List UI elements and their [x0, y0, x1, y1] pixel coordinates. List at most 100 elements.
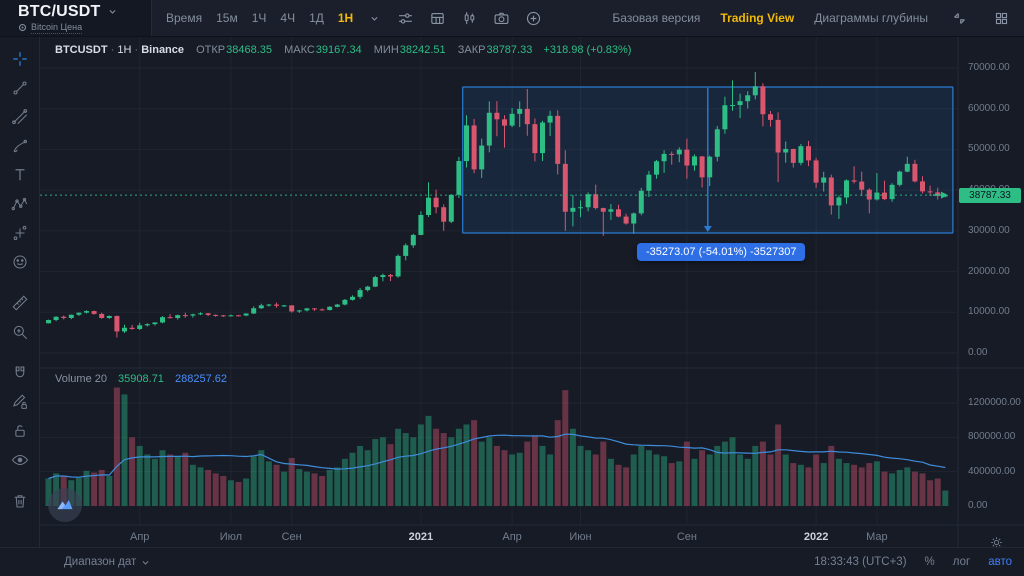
legend-exchange: Binance — [141, 44, 185, 56]
time-axis-label: 2022 — [803, 531, 829, 543]
interval-group: Время 15м 1Ч 4Ч 1Д 1Н — [166, 4, 381, 32]
toolbar-add-button[interactable] — [519, 4, 547, 32]
percent-scale-button[interactable]: % — [924, 556, 935, 568]
time-axis-label: Апр — [129, 531, 150, 543]
tool-trash-button[interactable] — [5, 486, 35, 515]
chart-tools-group — [391, 4, 547, 32]
price-axis-label: 70000.00 — [968, 62, 1010, 73]
interval-1w-button[interactable]: 1Н — [337, 11, 354, 25]
tool-crosshair-button[interactable] — [5, 44, 35, 73]
trading-view-link[interactable]: Trading View — [720, 11, 795, 25]
tool-lock-button[interactable] — [5, 416, 35, 445]
chevron-down-icon — [142, 560, 149, 565]
candles-group — [46, 72, 948, 338]
volume-axis-label: 0.00 — [968, 500, 988, 511]
legend-symbol: BTCUSDT — [55, 44, 108, 56]
price-axis-label: 60000.00 — [968, 102, 1010, 114]
layout-grid-button[interactable] — [990, 4, 1012, 32]
time-axis-label: Июл — [219, 531, 243, 543]
trendline-icon — [12, 80, 27, 95]
mountain-logo-icon — [57, 500, 73, 510]
symbol-subtitle-link[interactable]: Bitcoin Цена — [18, 22, 151, 34]
time-axis-label: Мар — [866, 531, 888, 543]
depth-chart-link[interactable]: Диаграммы глубины — [814, 11, 928, 25]
logo-watermark[interactable] — [48, 488, 82, 522]
volume-bars-group — [45, 387, 949, 506]
toolbar-candles-button[interactable] — [455, 4, 483, 32]
drawing-toolbar — [0, 36, 40, 548]
candles-icon — [464, 11, 474, 24]
price-axis-label: 30000.00 — [968, 224, 1010, 236]
interval-1d-button[interactable]: 1Д — [309, 11, 324, 25]
tool-eye-button[interactable] — [5, 445, 35, 474]
tool-magnet-button[interactable] — [5, 358, 35, 387]
legend-low: 38242.51 — [399, 44, 446, 56]
chevron-down-icon — [108, 7, 117, 16]
date-range-button[interactable]: Диапазон дат — [58, 555, 156, 569]
toolbar-sliders-button[interactable] — [391, 4, 419, 32]
volume-axis-label: 400000.00 — [968, 465, 1016, 477]
collapse-icon — [953, 12, 965, 24]
brush-icon — [13, 139, 27, 152]
tool-ruler-button[interactable] — [5, 288, 35, 317]
price-axis-label: 10000.00 — [968, 306, 1010, 318]
last-price-badge: 38787.33 — [959, 187, 1021, 203]
view-switcher-group: Базовая версия Trading View Диаграммы гл… — [612, 4, 1024, 32]
volume-ma-value: 288257.62 — [175, 373, 227, 385]
grid-icon — [995, 12, 1007, 24]
tool-fib-button[interactable] — [5, 102, 35, 131]
legend-open: 38468.35 — [226, 44, 272, 56]
date-range-label: Диапазон дат — [64, 556, 137, 568]
basic-version-link[interactable]: Базовая версия — [612, 11, 701, 25]
axis-settings-button[interactable] — [982, 528, 1010, 556]
tool-forecast-button[interactable] — [5, 218, 35, 247]
volume-value: 35908.71 — [118, 373, 164, 385]
fib-channel-icon — [11, 108, 27, 124]
tool-emoji-button[interactable] — [5, 247, 35, 276]
ruler-icon — [12, 295, 27, 310]
time-axis-label: Июн — [569, 531, 592, 543]
symbol-subtitle: Bitcoin Цена — [31, 21, 83, 34]
toolbar-camera-button[interactable] — [487, 4, 515, 32]
chart-canvas[interactable] — [40, 36, 1024, 548]
toolbar-grid-button[interactable] — [423, 4, 451, 32]
pane-separators — [40, 36, 1024, 548]
legend-change: +318.98 (+0.83%) — [543, 44, 632, 56]
plus-circle-icon — [526, 11, 540, 25]
interval-dropdown-button[interactable] — [367, 4, 381, 32]
tool-trendline-button[interactable] — [5, 73, 35, 102]
measure-tooltip: -35273.07 (-54.01%) -3527307 — [637, 243, 806, 261]
price-axis-label: 50000.00 — [968, 143, 1010, 155]
table-icon — [430, 12, 444, 24]
auto-scale-button[interactable]: авто — [988, 556, 1012, 568]
symbol-selector[interactable]: BTC/USDT Bitcoin Цена — [0, 0, 152, 36]
interval-15m-button[interactable]: 15м — [216, 11, 238, 25]
tool-brush-button[interactable] — [5, 131, 35, 160]
time-axis-label: Сен — [676, 531, 697, 543]
volume-ma-line — [48, 433, 946, 480]
legend-high: 39167.34 — [315, 44, 362, 56]
tool-draw-lock-button[interactable] — [5, 387, 35, 416]
text-icon — [15, 168, 24, 180]
tool-pattern-button[interactable] — [5, 189, 35, 218]
eye-icon — [11, 454, 28, 465]
tool-zoom-button[interactable] — [5, 317, 35, 346]
time-axis-label: Сен — [281, 531, 302, 543]
crosshair-icon — [12, 51, 27, 66]
interval-4h-button[interactable]: 4Ч — [280, 11, 296, 25]
interval-1h-button[interactable]: 1Ч — [251, 11, 267, 25]
collapse-button[interactable] — [948, 4, 970, 32]
xabcd-pattern-icon — [11, 197, 27, 210]
price-axis-label: 20000.00 — [968, 265, 1010, 277]
tool-text-button[interactable] — [5, 160, 35, 189]
trash-icon — [14, 494, 25, 508]
volume-axis-label: 800000.00 — [968, 431, 1016, 443]
chart-region: BTCUSDT · 1H · Binance ОТКР38468.35 МАКС… — [40, 36, 1024, 548]
clock-button[interactable]: 18:33:43 (UTC+3) — [814, 556, 907, 568]
last-price-line — [40, 191, 948, 199]
pencil-lock-icon — [12, 394, 27, 409]
log-scale-button[interactable]: лог — [952, 556, 971, 568]
zoom-in-icon — [13, 325, 27, 339]
symbol-name: BTC/USDT — [18, 2, 101, 20]
